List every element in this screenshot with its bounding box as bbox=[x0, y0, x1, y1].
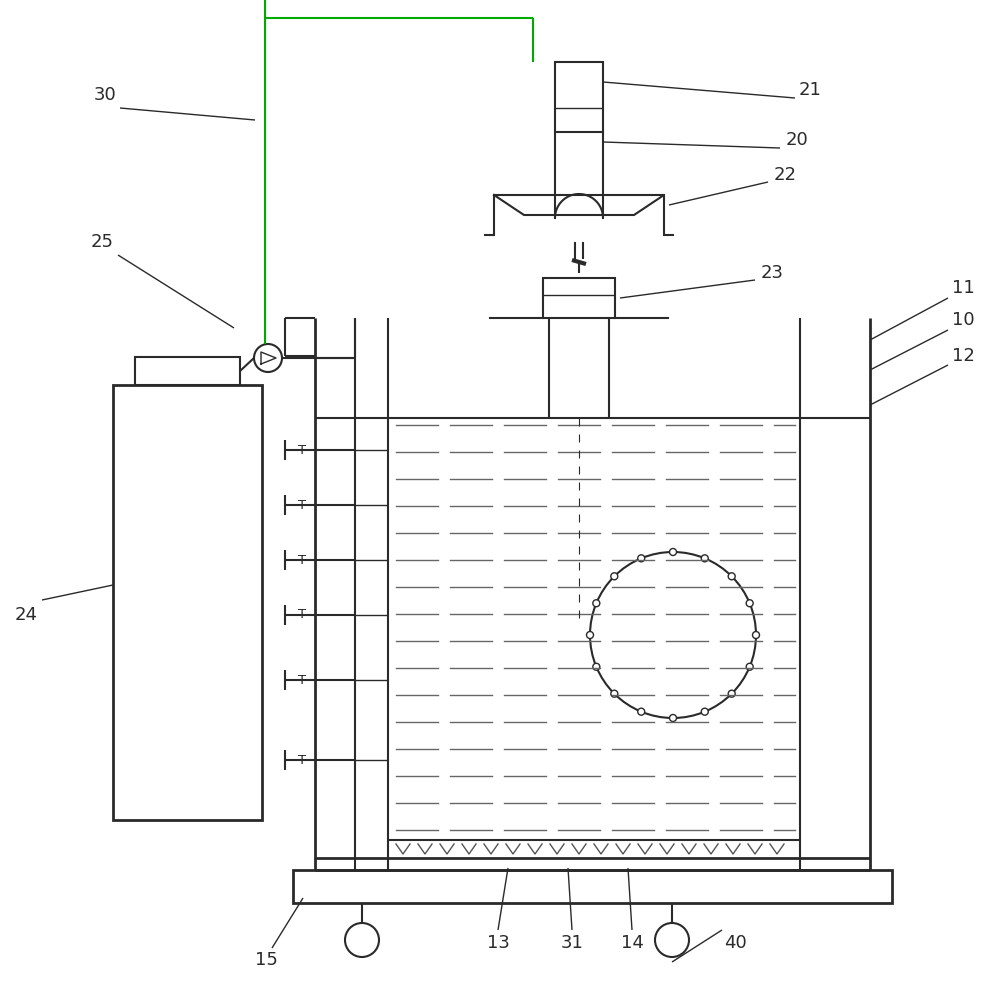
Circle shape bbox=[611, 690, 618, 697]
Text: 10: 10 bbox=[952, 311, 974, 329]
Circle shape bbox=[701, 555, 708, 562]
Circle shape bbox=[586, 632, 594, 639]
Text: T: T bbox=[298, 754, 306, 766]
Text: 12: 12 bbox=[952, 347, 974, 365]
Circle shape bbox=[590, 552, 756, 718]
Text: T: T bbox=[298, 608, 306, 621]
Text: 25: 25 bbox=[91, 233, 114, 251]
Text: 30: 30 bbox=[94, 86, 116, 104]
Circle shape bbox=[254, 344, 282, 372]
Text: 22: 22 bbox=[774, 166, 796, 184]
Bar bbox=[293, 870, 892, 903]
Circle shape bbox=[345, 923, 379, 957]
Circle shape bbox=[638, 708, 645, 715]
Text: T: T bbox=[298, 443, 306, 457]
Bar bbox=[555, 62, 603, 132]
Circle shape bbox=[753, 632, 760, 639]
Circle shape bbox=[638, 555, 645, 562]
Circle shape bbox=[655, 923, 689, 957]
Text: T: T bbox=[298, 554, 306, 567]
Text: 15: 15 bbox=[255, 951, 277, 969]
Text: 31: 31 bbox=[561, 934, 583, 952]
Text: T: T bbox=[298, 498, 306, 511]
Text: 23: 23 bbox=[761, 264, 784, 282]
Circle shape bbox=[611, 573, 618, 580]
Circle shape bbox=[728, 690, 735, 697]
Circle shape bbox=[670, 714, 676, 722]
Circle shape bbox=[746, 599, 753, 606]
Bar bbox=[135, 357, 240, 385]
Circle shape bbox=[746, 664, 753, 671]
Circle shape bbox=[593, 599, 600, 606]
Text: 13: 13 bbox=[487, 934, 509, 952]
Text: 11: 11 bbox=[952, 279, 974, 297]
Text: T: T bbox=[298, 674, 306, 686]
Circle shape bbox=[728, 573, 735, 580]
Circle shape bbox=[605, 567, 741, 703]
Circle shape bbox=[701, 708, 708, 715]
Text: 20: 20 bbox=[786, 131, 808, 149]
Circle shape bbox=[670, 549, 676, 556]
Bar bbox=[543, 278, 615, 318]
Circle shape bbox=[593, 664, 600, 671]
Text: 40: 40 bbox=[724, 934, 746, 952]
Text: 14: 14 bbox=[621, 934, 643, 952]
Text: 24: 24 bbox=[15, 606, 38, 624]
Text: 21: 21 bbox=[799, 81, 821, 99]
Bar bbox=[113, 385, 262, 820]
